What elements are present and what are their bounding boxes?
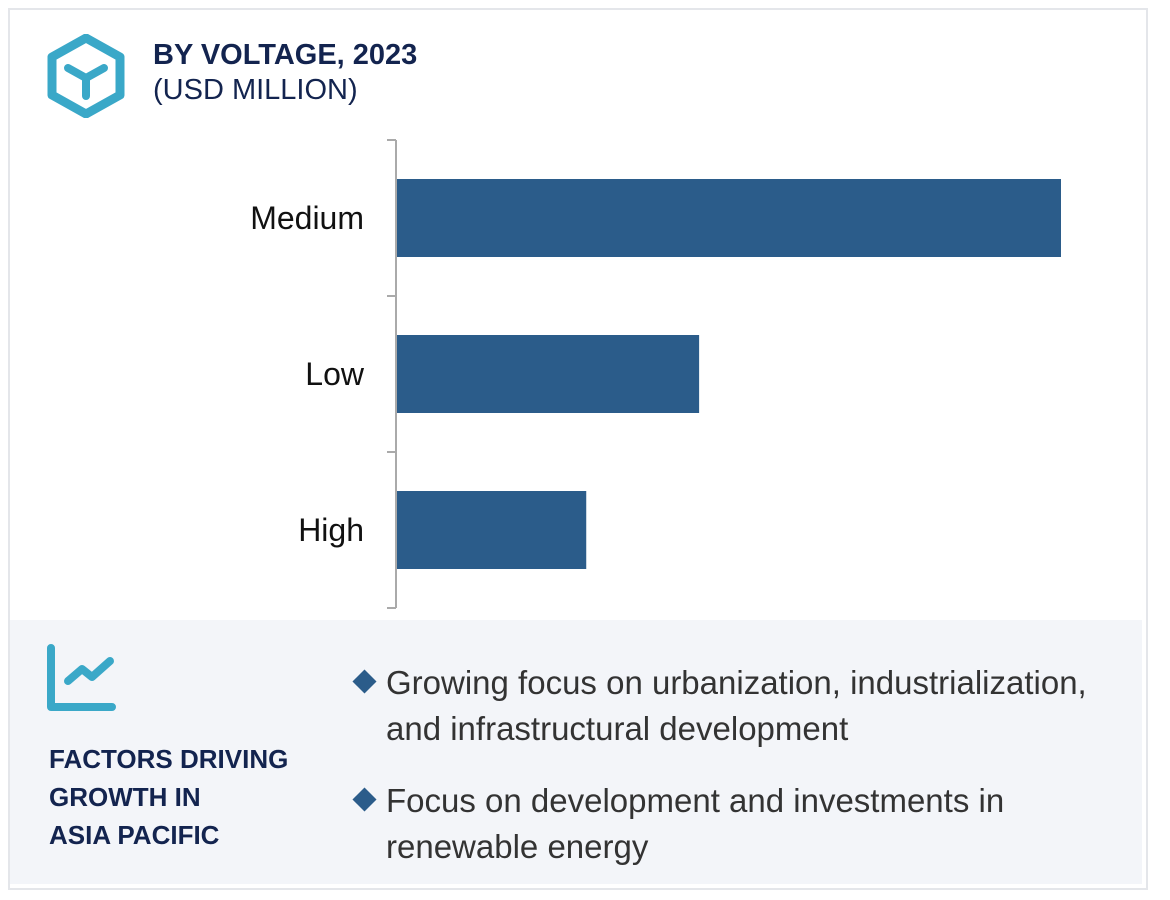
- bar-high: [397, 491, 587, 569]
- factors-title-line: FACTORS DRIVING: [49, 744, 289, 774]
- bar-medium: [397, 179, 1061, 257]
- bar-chart: Medium Low High: [250, 139, 1061, 609]
- list-item: Focus on development and investments in …: [352, 778, 1144, 870]
- diamond-bullet-icon: [352, 787, 377, 812]
- factors-title-line: ASIA PACIFIC: [49, 820, 220, 850]
- category-label: Medium: [250, 200, 364, 236]
- subtitle: (USD MILLION): [153, 74, 358, 106]
- infographic-frame: [8, 8, 1148, 890]
- line-chart-icon: [47, 644, 116, 711]
- factors-title: FACTORS DRIVING GROWTH IN ASIA PACIFIC: [49, 740, 288, 854]
- chart-title: BY VOLTAGE, 2023 (USD MILLION): [153, 38, 417, 108]
- category-label: High: [298, 512, 364, 548]
- category-label: Low: [305, 356, 365, 392]
- bar-low: [397, 335, 700, 413]
- title: BY VOLTAGE, 2023: [153, 39, 418, 71]
- factors-title-line: GROWTH IN: [49, 782, 201, 812]
- diamond-bullet-icon: [352, 669, 377, 694]
- bullet-text: Focus on development and investments in …: [386, 782, 1005, 865]
- factors-list: Growing focus on urbanization, industria…: [352, 660, 1144, 896]
- list-item: Growing focus on urbanization, industria…: [352, 660, 1144, 752]
- bullet-text: Growing focus on urbanization, industria…: [386, 664, 1087, 747]
- hexagon-y-icon: [47, 34, 125, 118]
- factors-panel: [10, 620, 1142, 884]
